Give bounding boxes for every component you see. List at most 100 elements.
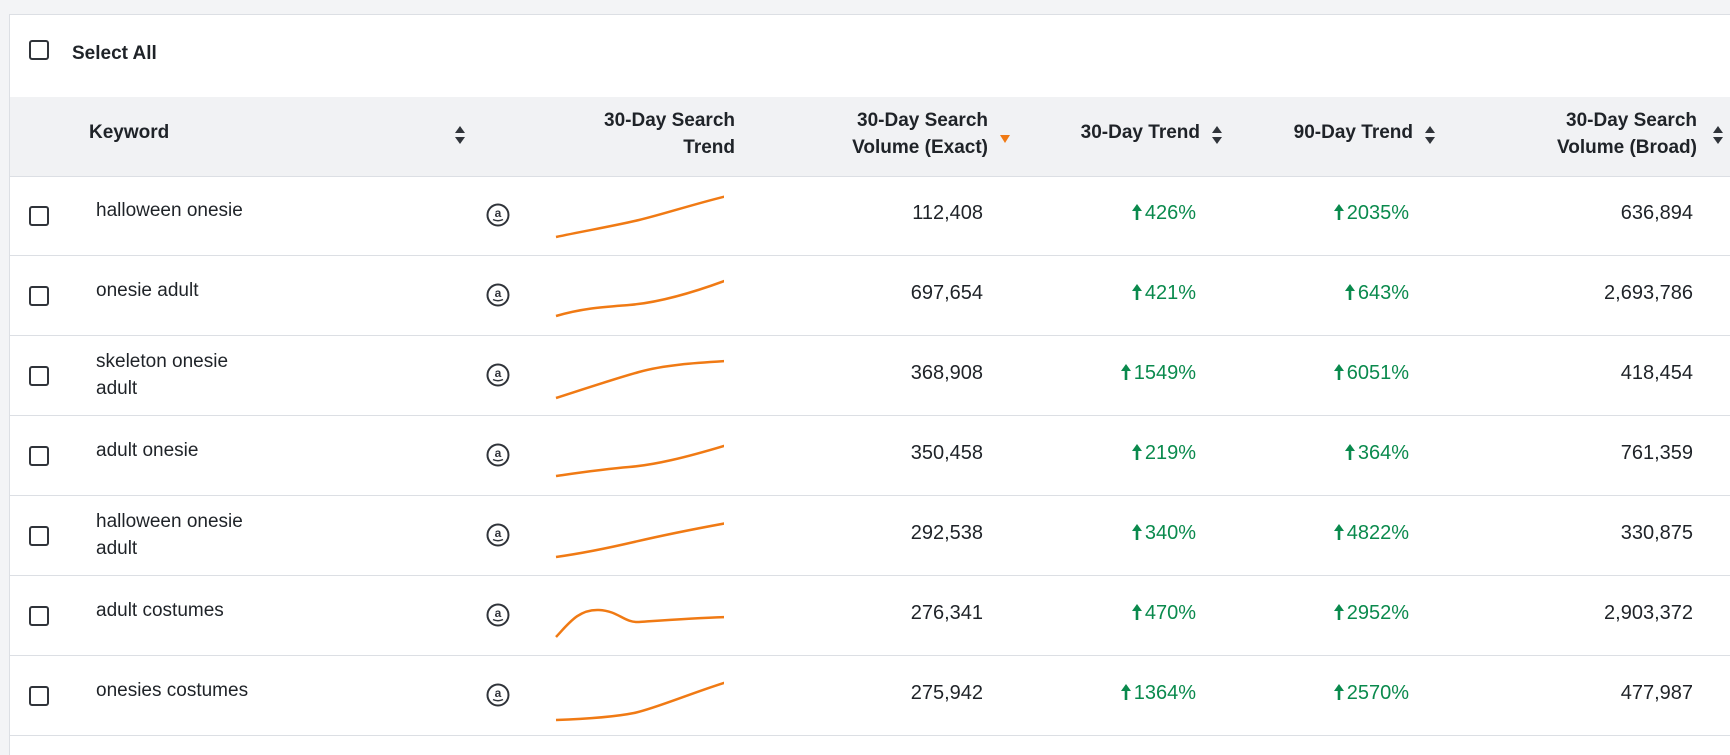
arrow-up-icon (1131, 444, 1142, 460)
arrow-up-icon (1344, 284, 1355, 300)
sparkline-30-day-trend (555, 279, 724, 318)
keyword-cell[interactable]: adult onesie (96, 440, 199, 461)
arrow-up-icon (1131, 204, 1142, 220)
row-checkbox[interactable] (29, 206, 49, 226)
trend90-cell: 2570% (1220, 682, 1409, 705)
keyword-table-panel: Select All Keyword 30-Day Search Trend 3… (9, 14, 1730, 755)
select-all-label[interactable]: Select All (72, 43, 157, 64)
sort-icon[interactable] (1424, 124, 1436, 146)
sparkline-30-day-trend (555, 359, 724, 400)
volume-broad-cell: 330,875 (1620, 522, 1693, 544)
column-header-volume-broad[interactable]: 30-Day Search Volume (Broad) (1556, 110, 1697, 158)
amazon-icon[interactable]: a (486, 603, 510, 627)
svg-text:a: a (495, 286, 502, 300)
row-checkbox[interactable] (29, 366, 49, 386)
volume-broad-cell: 636,894 (1620, 202, 1693, 224)
volume-broad-cell: 418,454 (1620, 362, 1693, 384)
svg-text:a: a (495, 526, 502, 540)
arrow-up-icon (1333, 524, 1344, 540)
arrow-up-icon (1131, 284, 1142, 300)
trend30-cell: 470% (1010, 602, 1196, 625)
trend90-cell: 2035% (1220, 202, 1409, 225)
amazon-icon[interactable]: a (486, 523, 510, 547)
table-row: adult onesie a 350,458 219% 364% 761,359 (10, 416, 1730, 496)
keyword-cell[interactable]: onesie adult (96, 280, 199, 301)
table-row: halloween onesie adult a 292,538 340% 482… (10, 496, 1730, 576)
table-row: onesie adult a 697,654 421% 643% 2,693,7… (10, 256, 1730, 336)
arrow-up-icon (1333, 364, 1344, 380)
svg-text:a: a (495, 686, 502, 700)
trend90-cell: 643% (1220, 282, 1409, 305)
table-row: skeleton onesie adult a 368,908 1549% 605… (10, 336, 1730, 416)
sparkline-30-day-trend (555, 608, 724, 638)
sparkline-30-day-trend (555, 195, 724, 239)
trend30-cell: 426% (1010, 202, 1196, 225)
volume-broad-cell: 761,359 (1620, 442, 1693, 464)
keyword-cell[interactable]: halloween onesie (96, 200, 243, 221)
trend90-cell: 2952% (1220, 602, 1409, 625)
svg-text:a: a (495, 206, 502, 220)
volume-exact-cell: 292,538 (910, 522, 983, 544)
volume-broad-cell: 2,693,786 (1604, 282, 1693, 304)
row-checkbox[interactable] (29, 286, 49, 306)
keyword-cell[interactable]: halloween onesie adult (96, 511, 243, 559)
volume-exact-cell: 276,341 (910, 602, 983, 624)
arrow-up-icon (1120, 684, 1131, 700)
table-header: Keyword 30-Day Search Trend 30-Day Searc… (10, 97, 1730, 177)
volume-exact-cell: 368,908 (910, 362, 983, 384)
column-header-trend30[interactable]: 30-Day Trend (1080, 122, 1200, 143)
trend90-cell: 6051% (1220, 362, 1409, 385)
row-checkbox[interactable] (29, 446, 49, 466)
row-checkbox[interactable] (29, 526, 49, 546)
amazon-icon[interactable]: a (486, 443, 510, 467)
svg-text:a: a (495, 446, 502, 460)
keyword-cell[interactable]: skeleton onesie adult (96, 351, 229, 399)
sparkline-30-day-trend (555, 681, 724, 722)
svg-text:a: a (495, 606, 502, 620)
column-header-search-trend: 30-Day Search Trend (604, 110, 735, 158)
sparkline-30-day-trend (555, 522, 724, 559)
sort-icon[interactable] (1211, 124, 1223, 146)
arrow-up-icon (1120, 364, 1131, 380)
amazon-icon[interactable]: a (486, 283, 510, 307)
column-header-keyword[interactable]: Keyword (89, 122, 170, 143)
column-header-trend90[interactable]: 90-Day Trend (1293, 122, 1413, 143)
volume-exact-cell: 275,942 (910, 682, 983, 704)
column-header-volume-exact[interactable]: 30-Day Search Volume (Exact) (852, 110, 988, 158)
amazon-icon[interactable]: a (486, 683, 510, 707)
sort-icon[interactable] (454, 124, 466, 146)
table-row: adult costumes a 276,341 470% 2952% 2,90… (10, 576, 1730, 656)
volume-exact-cell: 112,408 (912, 202, 983, 224)
select-all-row: Select All (10, 15, 1730, 98)
table-row: onesies costumes a 275,942 1364% 2570% 4… (10, 656, 1730, 736)
sort-descending-icon[interactable] (1000, 135, 1010, 143)
table-row: halloween onesie a 112,408 426% 2035% 63… (10, 176, 1730, 256)
volume-exact-cell: 697,654 (910, 282, 983, 304)
trend30-cell: 340% (1010, 522, 1196, 545)
trend90-cell: 4822% (1220, 522, 1409, 545)
row-checkbox[interactable] (29, 686, 49, 706)
amazon-icon[interactable]: a (486, 363, 510, 387)
trend90-cell: 364% (1220, 442, 1409, 465)
arrow-up-icon (1131, 604, 1142, 620)
arrow-up-icon (1333, 204, 1344, 220)
row-checkbox[interactable] (29, 606, 49, 626)
amazon-icon[interactable]: a (486, 203, 510, 227)
trend30-cell: 1549% (1010, 362, 1196, 385)
keyword-cell[interactable]: onesies costumes (96, 680, 249, 701)
sparkline-30-day-trend (555, 444, 724, 478)
arrow-up-icon (1333, 684, 1344, 700)
arrow-up-icon (1344, 444, 1355, 460)
volume-broad-cell: 477,987 (1620, 682, 1693, 704)
keyword-cell[interactable]: adult costumes (96, 600, 224, 621)
svg-text:a: a (495, 366, 502, 380)
volume-broad-cell: 2,903,372 (1604, 602, 1693, 624)
volume-exact-cell: 350,458 (910, 442, 983, 464)
trend30-cell: 1364% (1010, 682, 1196, 705)
trend30-cell: 219% (1010, 442, 1196, 465)
arrow-up-icon (1333, 604, 1344, 620)
select-all-checkbox[interactable] (29, 40, 49, 60)
arrow-up-icon (1131, 524, 1142, 540)
trend30-cell: 421% (1010, 282, 1196, 305)
sort-icon[interactable] (1712, 124, 1724, 146)
